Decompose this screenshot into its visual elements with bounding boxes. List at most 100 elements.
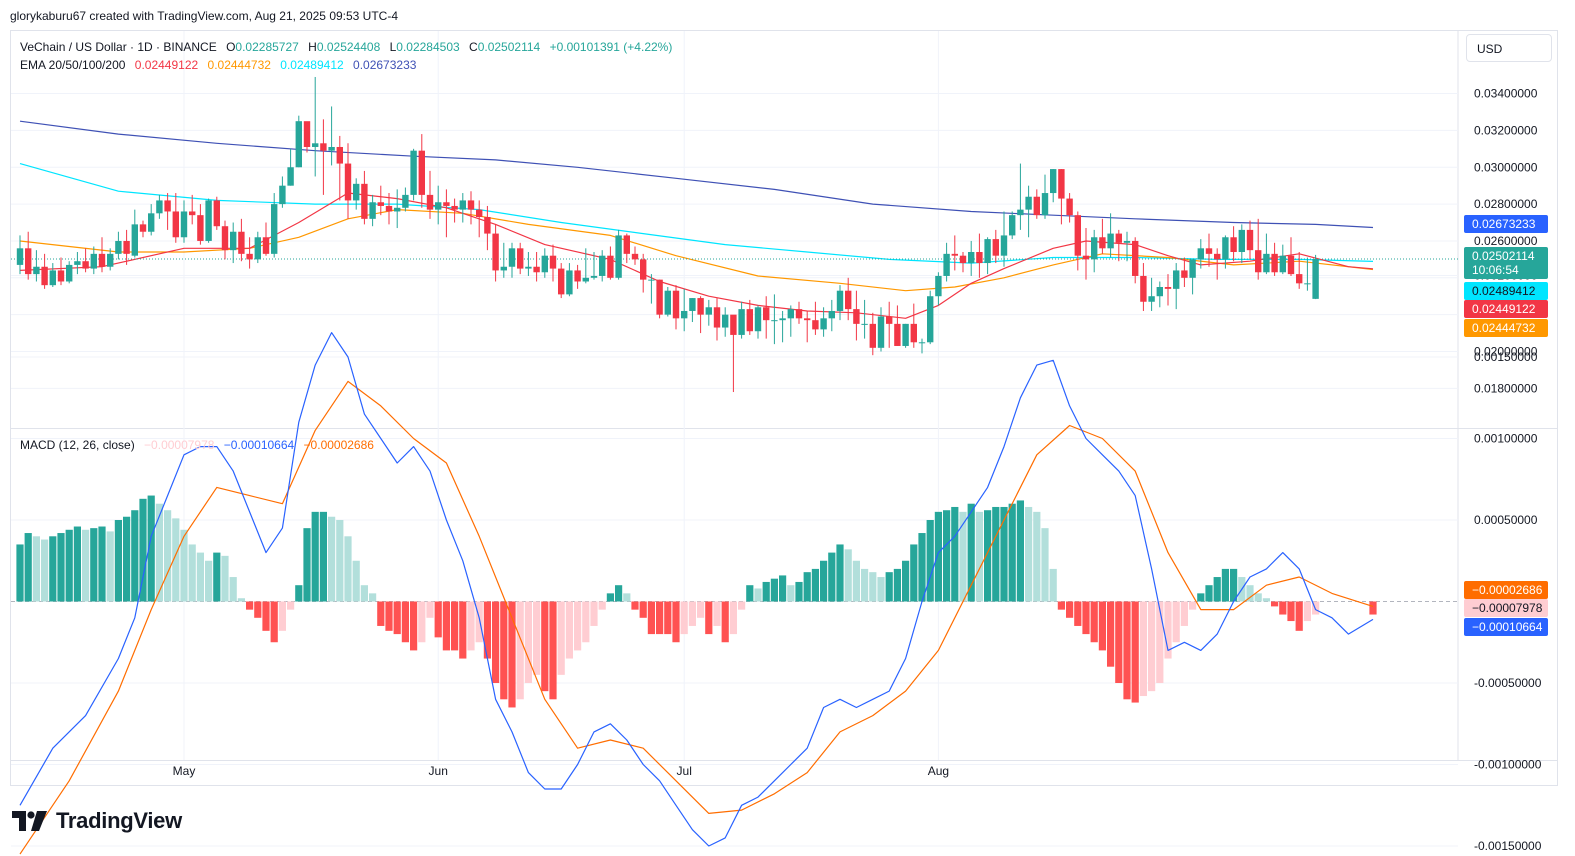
histogram-bar <box>729 601 737 635</box>
symbol-title[interactable]: VeChain / US Dollar · 1D · BINANCE <box>20 40 217 54</box>
candle-body <box>41 266 48 286</box>
candle-body <box>508 248 516 267</box>
candle-body <box>1099 237 1106 249</box>
histogram-bar <box>237 598 245 602</box>
histogram-bar <box>992 506 1000 602</box>
chart-frame[interactable] <box>10 30 1558 786</box>
candle-body <box>607 255 614 278</box>
candle-body <box>672 290 680 319</box>
candle-body <box>336 146 343 164</box>
histogram-bar <box>1025 506 1033 602</box>
candle-body <box>722 314 729 328</box>
price-badge <box>1464 247 1548 279</box>
candle-body <box>221 226 229 251</box>
macd-histogram <box>16 495 1377 708</box>
candle-body <box>1123 240 1131 243</box>
histogram-bar <box>82 529 90 602</box>
candle-body <box>812 320 819 330</box>
currency-selector[interactable]: USD <box>1466 34 1552 62</box>
candle-body <box>476 209 483 217</box>
candle-body <box>566 270 573 295</box>
histogram-bar <box>1033 511 1041 602</box>
histogram-bar <box>205 560 213 602</box>
candle-body <box>49 270 56 286</box>
price-badge <box>1464 319 1548 337</box>
candle-body <box>402 194 409 208</box>
histogram-bar <box>1180 601 1188 626</box>
histogram-bar <box>155 503 163 602</box>
histogram-bar <box>221 555 229 602</box>
histogram-bar <box>967 503 975 602</box>
candle-body <box>1173 270 1180 289</box>
candle-body <box>533 266 540 273</box>
histogram-bar <box>943 510 951 602</box>
histogram-bar <box>1230 568 1238 602</box>
candle-body <box>459 200 466 210</box>
candle-body <box>1287 255 1295 275</box>
candle-body <box>1181 270 1188 278</box>
candle-body <box>804 318 811 321</box>
histogram-bar <box>344 536 352 602</box>
histogram-bar <box>516 601 524 700</box>
candle-body <box>1197 248 1204 260</box>
candle-body <box>238 231 245 254</box>
histogram-bar <box>1213 577 1221 602</box>
candle-body <box>681 310 688 319</box>
macd-tick-label: 0.00050000 <box>1474 513 1538 527</box>
candle-body <box>205 200 212 241</box>
candle-body <box>730 314 737 335</box>
macd-badge <box>1464 581 1548 599</box>
ohlc-low: L0.02284503 <box>389 40 460 54</box>
histogram-bar <box>459 601 467 659</box>
histogram-bar <box>483 601 491 659</box>
histogram-bar <box>770 578 778 602</box>
ema-legend-label[interactable]: EMA 20/50/100/200 <box>20 58 126 72</box>
histogram-bar <box>1000 506 1008 602</box>
candle-body <box>599 255 606 276</box>
macd-badge <box>1464 599 1548 617</box>
candle-body <box>517 248 524 269</box>
histogram-bar <box>270 601 278 643</box>
candle-body <box>1009 215 1016 236</box>
histogram-bar <box>467 601 475 651</box>
histogram-bar <box>811 568 819 602</box>
macd-line <box>19 332 1374 847</box>
histogram-bar <box>1164 601 1172 659</box>
histogram-bar <box>410 601 418 651</box>
candle-body <box>705 307 712 315</box>
histogram-bar <box>172 518 180 602</box>
tradingview-logo[interactable]: TradingView <box>12 806 182 836</box>
histogram-bar <box>1115 601 1123 683</box>
candle-body <box>746 309 753 332</box>
macd-badge-label: −0.00002686 <box>1472 583 1543 597</box>
candle-body <box>574 270 581 282</box>
candle-body <box>582 277 589 282</box>
histogram-bar <box>1369 601 1377 615</box>
histogram-bar <box>623 593 631 602</box>
histogram-bar <box>1279 601 1287 615</box>
tradingview-logo-icon <box>12 811 47 831</box>
histogram-bar <box>1131 601 1139 703</box>
histogram-bar <box>664 601 672 635</box>
histogram-bar <box>836 544 844 602</box>
histogram-bar <box>549 601 557 700</box>
candle-body <box>33 266 40 275</box>
histogram-bar <box>147 495 155 602</box>
candle-body <box>328 146 335 151</box>
candle-body <box>82 261 89 269</box>
histogram-bar <box>705 601 713 635</box>
price-badge-label: 0.02673233 <box>1472 217 1536 231</box>
histogram-bar <box>795 581 803 602</box>
price-badge <box>1464 215 1548 233</box>
macd-legend-label[interactable]: MACD (12, 26, close) <box>20 438 135 452</box>
candle-body <box>492 233 499 271</box>
candle-body <box>1222 237 1229 260</box>
histogram-bar <box>213 552 221 602</box>
histogram-bar <box>697 601 705 618</box>
histogram-bar <box>106 531 114 602</box>
histogram-bar <box>1090 601 1098 643</box>
histogram-bar <box>1041 528 1049 602</box>
candle-body <box>180 211 188 238</box>
candle-body <box>631 253 639 260</box>
